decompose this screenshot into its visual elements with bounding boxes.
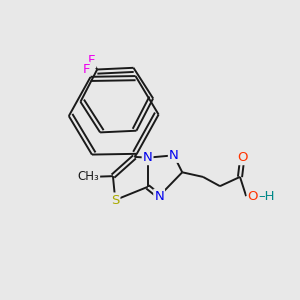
Text: F: F [82,63,90,76]
Text: CH₃: CH₃ [77,170,99,183]
Text: F: F [88,54,95,67]
Text: O: O [247,190,258,203]
Text: O: O [237,151,247,164]
Text: S: S [111,194,119,206]
Text: N: N [154,190,164,203]
Text: N: N [169,149,178,162]
Text: N: N [143,151,152,164]
Text: –H: –H [259,190,275,203]
